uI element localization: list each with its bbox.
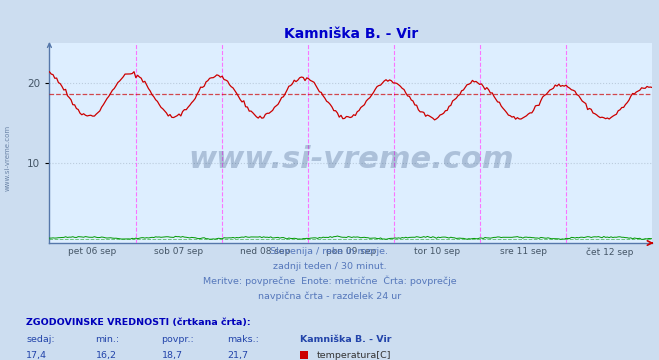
Text: Kamniška B. - Vir: Kamniška B. - Vir [300, 335, 391, 344]
Text: Meritve: povprečne  Enote: metrične  Črta: povprečje: Meritve: povprečne Enote: metrične Črta:… [203, 275, 456, 286]
Text: ZGODOVINSKE VREDNOSTI (črtkana črta):: ZGODOVINSKE VREDNOSTI (črtkana črta): [26, 318, 251, 327]
Text: maks.:: maks.: [227, 335, 259, 344]
Text: sedaj:: sedaj: [26, 335, 55, 344]
Title: Kamniška B. - Vir: Kamniška B. - Vir [284, 27, 418, 41]
Text: min.:: min.: [96, 335, 120, 344]
Text: www.si-vreme.com: www.si-vreme.com [5, 125, 11, 192]
Text: 16,2: 16,2 [96, 351, 117, 360]
Text: povpr.:: povpr.: [161, 335, 194, 344]
Text: www.si-vreme.com: www.si-vreme.com [188, 145, 514, 174]
Text: navpična črta - razdelek 24 ur: navpična črta - razdelek 24 ur [258, 292, 401, 301]
Text: 18,7: 18,7 [161, 351, 183, 360]
Text: temperatura[C]: temperatura[C] [316, 351, 391, 360]
Text: zadnji teden / 30 minut.: zadnji teden / 30 minut. [273, 262, 386, 271]
Text: 21,7: 21,7 [227, 351, 248, 360]
Text: 17,4: 17,4 [26, 351, 47, 360]
Text: Slovenija / reke in morje.: Slovenija / reke in morje. [270, 247, 389, 256]
